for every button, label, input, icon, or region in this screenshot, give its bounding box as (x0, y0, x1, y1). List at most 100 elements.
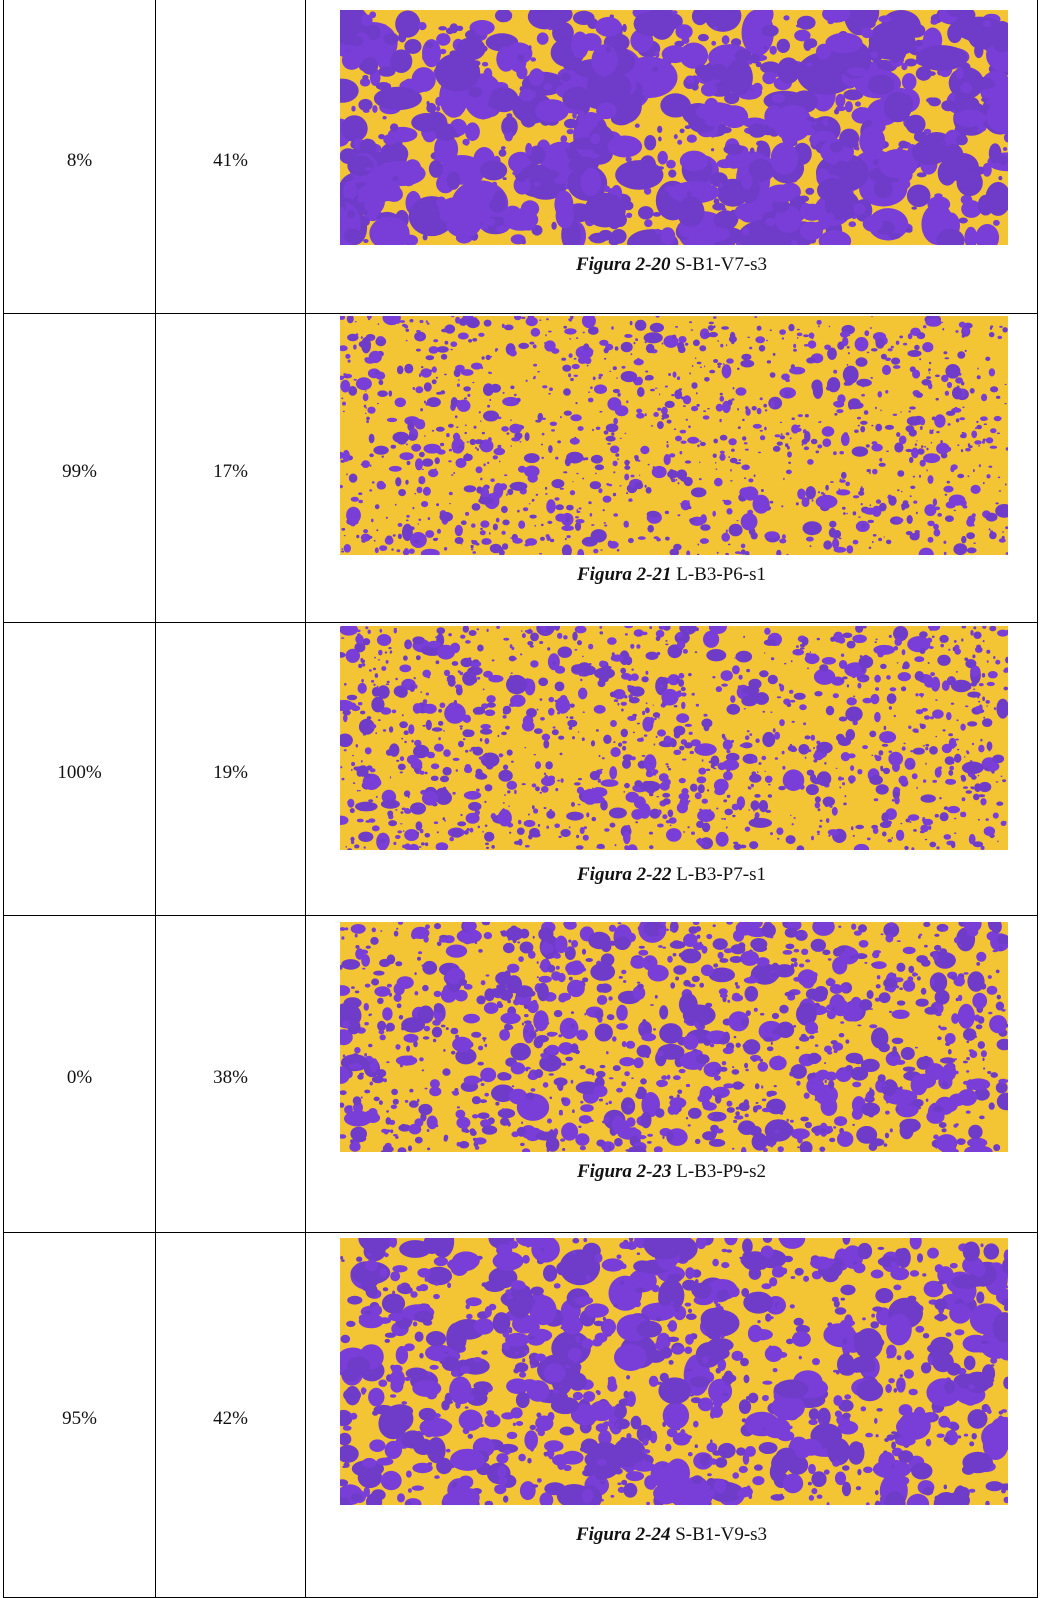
spray-droplet (496, 47, 516, 72)
spray-droplet (578, 804, 581, 806)
spray-droplet (371, 455, 373, 456)
spray-droplet (422, 791, 438, 805)
spray-droplet (945, 494, 948, 496)
spray-droplet (511, 761, 514, 763)
spray-droplet (860, 426, 865, 432)
spray-droplet (728, 438, 736, 445)
spray-droplet (844, 947, 856, 956)
spray-droplet (693, 1049, 697, 1052)
spray-droplet (954, 510, 956, 511)
spray-droplet (702, 542, 705, 544)
spray-droplet (864, 508, 878, 515)
spray-droplet (893, 626, 908, 641)
spray-droplet (616, 1023, 628, 1030)
spray-droplet (948, 423, 951, 426)
row-border (3, 313, 1038, 314)
spray-droplet (932, 709, 944, 718)
spray-droplet (932, 417, 936, 421)
spray-droplet (921, 696, 923, 698)
spray-droplet (434, 744, 444, 752)
spray-droplet (566, 505, 574, 511)
spray-droplet (984, 423, 987, 425)
spray-droplet (770, 46, 777, 55)
spray-droplet (773, 728, 776, 732)
spray-droplet (429, 160, 443, 178)
spray-droplet (540, 717, 545, 721)
spray-droplet (920, 418, 925, 425)
spray-droplet (668, 768, 671, 770)
spray-droplet (407, 461, 411, 465)
spray-droplet (722, 1042, 724, 1045)
spray-droplet (886, 540, 891, 545)
spray-droplet (796, 645, 799, 648)
spray-droplet (584, 1013, 586, 1016)
spray-droplet (644, 135, 656, 150)
spray-droplet (822, 426, 835, 436)
spray-droplet (424, 1088, 427, 1090)
spray-droplet (343, 450, 350, 462)
spray-droplet (569, 353, 573, 358)
spray-droplet (666, 74, 672, 79)
spray-droplet (351, 762, 355, 766)
spray-droplet (811, 972, 817, 978)
spray-droplet (511, 672, 513, 674)
spray-droplet (477, 448, 479, 451)
spray-droplet (472, 382, 474, 384)
spray-droplet (674, 705, 678, 707)
spray-droplet (386, 660, 389, 664)
spray-droplet (908, 814, 919, 821)
spray-droplet (876, 1434, 879, 1437)
spray-droplet (344, 683, 347, 686)
spray-droplet (537, 709, 539, 711)
spray-droplet (579, 110, 585, 117)
spray-droplet (502, 1108, 505, 1111)
spray-droplet (417, 487, 423, 494)
spray-droplet (498, 809, 512, 826)
spray-droplet (621, 970, 626, 974)
spray-droplet (418, 1006, 434, 1024)
spray-droplet (370, 1082, 373, 1086)
spray-droplet (486, 974, 490, 976)
spray-droplet (387, 811, 393, 817)
spray-droplet (641, 1112, 652, 1128)
spray-droplet (756, 1102, 759, 1104)
spray-droplet (783, 950, 793, 955)
spray-droplet (817, 178, 851, 202)
spray-droplet (885, 390, 888, 394)
spray-droplet (580, 827, 585, 834)
spray-droplet (358, 500, 363, 503)
spray-droplet (438, 38, 447, 45)
spray-droplet (720, 396, 725, 402)
spray-droplet (841, 433, 850, 446)
spray-droplet (357, 819, 364, 823)
spray-droplet (472, 338, 477, 342)
spray-droplet (624, 783, 630, 788)
spray-droplet (594, 705, 606, 714)
spray-droplet (734, 657, 735, 658)
spray-droplet (832, 1007, 835, 1010)
spray-droplet (754, 794, 760, 798)
spray-droplet (560, 488, 564, 490)
spray-droplet (361, 15, 373, 27)
spray-droplet (408, 526, 414, 530)
spray-droplet (741, 173, 752, 190)
spray-droplet (361, 337, 371, 353)
spray-droplet (956, 719, 958, 721)
spray-droplet (375, 547, 379, 553)
spray-droplet (802, 976, 815, 988)
spray-droplet (580, 1065, 586, 1069)
spray-droplet (621, 709, 624, 712)
spray-droplet (576, 337, 579, 339)
spray-droplet (365, 984, 371, 988)
spray-droplet (733, 387, 735, 389)
spray-droplet (943, 927, 948, 931)
spray-droplet (554, 1010, 563, 1017)
spray-droplet (955, 67, 963, 79)
spray-droplet (911, 448, 919, 459)
spray-droplet (891, 358, 900, 365)
spray-droplet (599, 374, 603, 377)
spray-droplet (732, 665, 740, 674)
spray-droplet (1002, 779, 1006, 782)
spray-droplet (840, 331, 849, 337)
spray-droplet (509, 703, 516, 707)
